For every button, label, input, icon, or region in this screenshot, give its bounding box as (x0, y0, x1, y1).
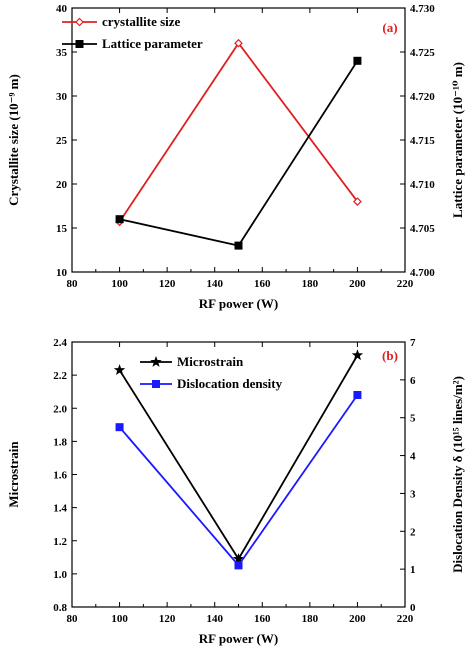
panel-a-x-tick-label: 80 (67, 278, 79, 290)
panel-b-series-line-1 (118, 394, 359, 567)
panel-a-y-tick-label: 40 (56, 3, 68, 15)
panel-b-legend-label-1: Dislocation density (177, 376, 283, 391)
panel-b-y-tick-label: 1.6 (53, 470, 67, 482)
panel-b-x-tick-label: 80 (67, 613, 79, 625)
panel-a-y2-axis-title: Lattice parameter (10⁻¹⁰ m) (450, 62, 465, 218)
panel-a-legend-label-0: crystallite size (102, 14, 181, 29)
panel-a-y2-tick-label: 4.730 (410, 3, 435, 15)
panel-b-data-point-1 (115, 423, 124, 432)
panel-a-series-line-0 (118, 41, 359, 223)
panel-a-x-tick-label: 120 (159, 278, 176, 290)
panel-a-y-tick-label: 25 (56, 135, 68, 147)
panel-a-y-tick-label: 10 (56, 267, 68, 279)
panel-a-x-tick-label: 100 (111, 278, 128, 290)
panel-a-x-tick-label: 180 (302, 278, 319, 290)
panel-b-x-tick-label: 160 (254, 613, 271, 625)
panel-b-x-tick-label: 140 (206, 613, 223, 625)
panel-a-x-tick-label: 160 (254, 278, 271, 290)
panel-b-legend-label-0: Microstrain (177, 354, 244, 369)
panel-a-y2-tick-label: 4.720 (410, 91, 435, 103)
panel-b-y-tick-label: 1.2 (53, 536, 67, 548)
panel-b-x-tick-label: 100 (111, 613, 128, 625)
panel-b-data-point-1 (234, 561, 243, 570)
panel-b-y-tick-label: 2.4 (53, 337, 67, 349)
panel-a-data-point-1 (353, 56, 362, 65)
panel-b-y-tick-label: 2.2 (53, 370, 67, 382)
panel-a-y-axis-title: Crystallite size (10⁻⁹ m) (6, 74, 21, 206)
panel-b-y2-tick-label: 4 (410, 451, 416, 463)
panel-b-y-tick-label: 1.4 (53, 503, 67, 515)
panel-b-data-point-0 (232, 552, 245, 564)
panel-b-chart: 80 100 120 140 160 180 200 2200.81.01.21.41.61.… (6, 337, 465, 646)
panel-a-legend-label-1: Lattice parameter (102, 36, 203, 51)
panel-b-panel-label: (b) (382, 348, 398, 363)
panel-b-x-tick-label: 220 (397, 613, 414, 625)
panel-a-chart: 80 100 120 140 160 180 200 220 10 15 20 25 30 35 40 4.7… (6, 3, 465, 311)
panel-b-y2-tick-label: 0 (410, 602, 416, 614)
panel-a-y2-tick-label: 4.705 (410, 223, 435, 235)
panel-b-legend-marker-0 (150, 356, 162, 367)
panel-b-y-tick-label: 1.8 (53, 436, 67, 448)
panel-a-y-tick-label: 20 (56, 179, 68, 191)
panel-a-y2-tick-label: 4.725 (410, 47, 435, 59)
panel-b-x-tick-label: 200 (349, 613, 366, 625)
panel-a-x-tick-label: 140 (206, 278, 223, 290)
panel-b-y-tick-label: 1.0 (53, 569, 67, 581)
panel-a-data-point-1 (115, 215, 124, 224)
panel-a-data-point-0 (353, 197, 362, 206)
panel-b-y2-tick-label: 6 (410, 375, 416, 387)
panel-b-x-tick-label: 120 (159, 613, 176, 625)
panel-a-x-tick-label: 220 (397, 278, 414, 290)
panel-a-y2-tick-label: 4.700 (410, 267, 435, 279)
panel-b-y-tick-label: 0.8 (53, 602, 67, 614)
panel-a-y2-tick-label: 4.715 (410, 135, 435, 147)
panel-b-y2-tick-label: 1 (410, 564, 416, 576)
panel-b-y2-tick-label: 7 (410, 337, 416, 349)
panel-b-y-axis-title: Microstrain (6, 441, 21, 508)
panel-a-y-tick-label: 35 (56, 47, 68, 59)
panel-b-y2-axis-title: Dislocation Density δ (10¹⁵ lines/m²) (450, 376, 465, 573)
panel-a-panel-label: (a) (382, 20, 397, 35)
panel-b-data-point-1 (353, 391, 362, 399)
panel-b-data-point-0 (351, 349, 364, 361)
panel-a-data-point-0 (234, 38, 243, 48)
panel-a-x-tick-label: 200 (349, 278, 366, 290)
panel-b-x-axis-title: RF power (W) (199, 631, 278, 646)
panel-b-x-tick-label: 180 (302, 613, 319, 625)
panel-b-y2-tick-label: 5 (410, 413, 416, 425)
panel-a-legend-marker-1 (75, 40, 84, 48)
panel-b-data-point-0 (113, 364, 126, 376)
panel-a-x-axis-title: RF power (W) (199, 296, 278, 311)
panel-b-y2-tick-label: 2 (410, 526, 416, 538)
panel-b-legend-marker-1 (152, 380, 160, 388)
panel-b-y2-tick-label: 3 (410, 488, 416, 500)
panel-a-legend-marker-0 (75, 17, 84, 27)
panel-a-data-point-1 (234, 241, 243, 250)
panel-a-y-tick-label: 15 (56, 223, 68, 235)
panel-a-y-tick-label: 30 (56, 91, 68, 103)
panel-a-y2-tick-label: 4.710 (410, 179, 435, 191)
panel-b-y-tick-label: 2.0 (53, 403, 67, 415)
